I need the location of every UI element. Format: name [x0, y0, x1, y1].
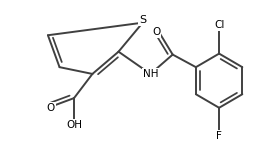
- Text: F: F: [216, 131, 222, 141]
- Text: O: O: [152, 27, 160, 37]
- Text: S: S: [139, 15, 146, 25]
- Text: NH: NH: [143, 69, 158, 79]
- Text: OH: OH: [66, 120, 82, 130]
- Text: Cl: Cl: [214, 20, 224, 30]
- Text: O: O: [47, 103, 55, 113]
